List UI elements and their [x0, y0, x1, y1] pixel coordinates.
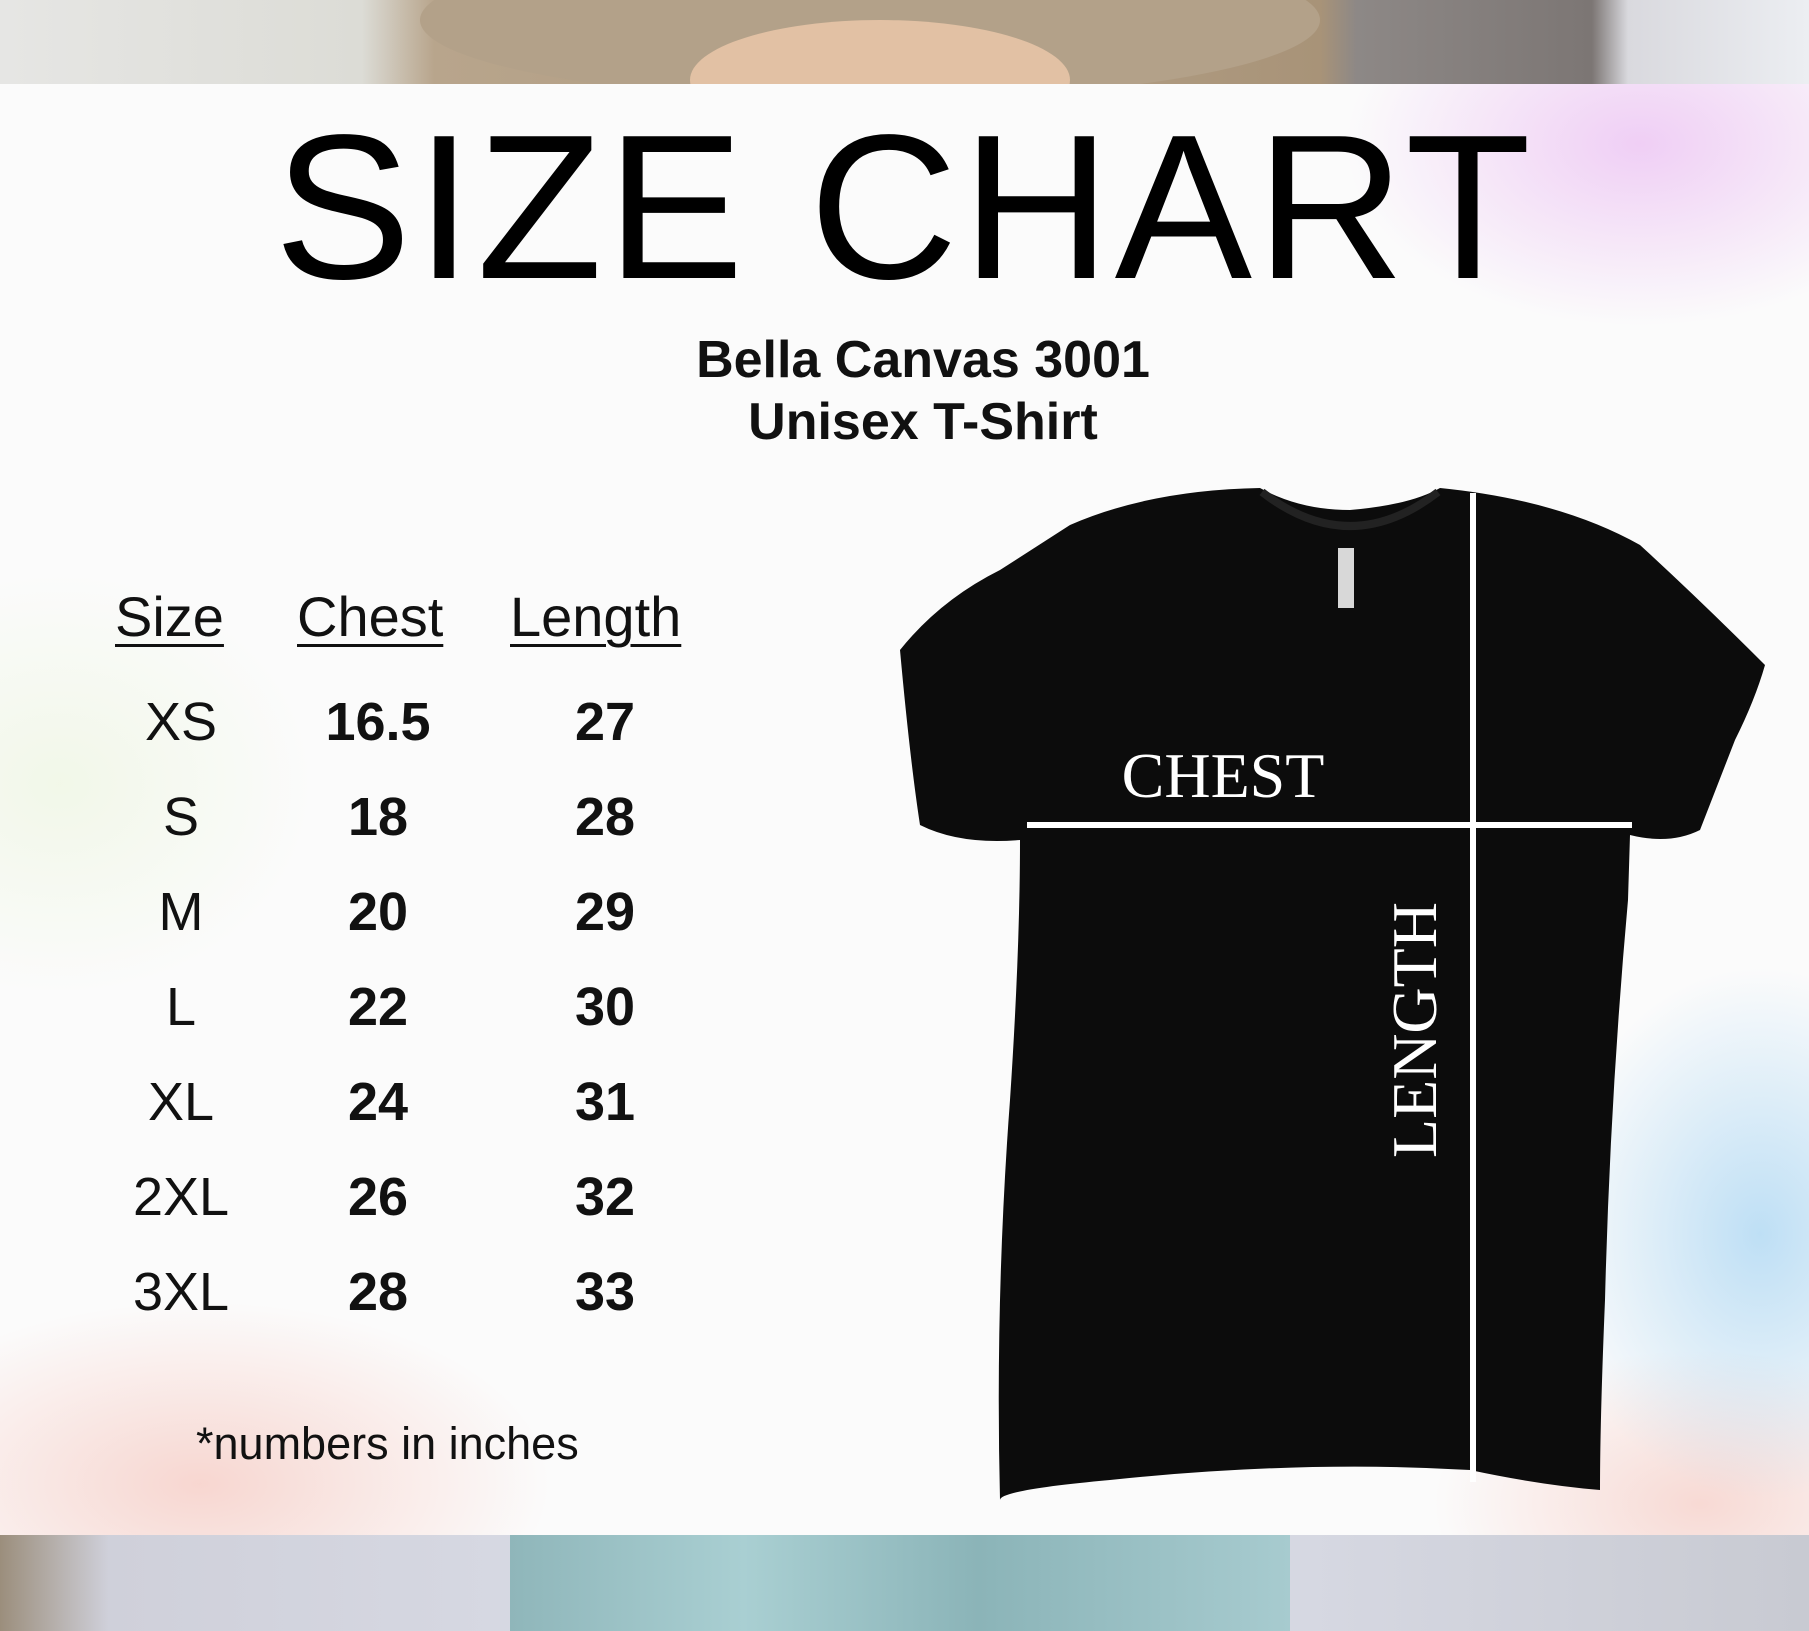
cell-length: 29	[574, 882, 636, 942]
header-size: Size	[115, 585, 224, 648]
cell-length: 28	[574, 787, 636, 847]
cell-length: 27	[574, 692, 636, 752]
cell-length: 30	[574, 977, 636, 1037]
cell-chest: 18	[347, 787, 409, 847]
cell-chest: 26	[347, 1167, 409, 1227]
cell-size: 2XL	[132, 1167, 230, 1227]
cell-chest: 20	[347, 882, 409, 942]
footnote: *numbers in inches	[196, 1418, 579, 1469]
header-chest: Chest	[297, 585, 444, 648]
cell-size: L	[165, 977, 197, 1037]
tshirt-shape	[900, 488, 1765, 1500]
cell-size: 3XL	[132, 1262, 230, 1322]
length-label: LENGTH	[1379, 902, 1450, 1158]
cell-length: 32	[574, 1167, 636, 1227]
chest-label: CHEST	[1122, 740, 1325, 811]
tshirt-label-tag	[1338, 548, 1354, 608]
cell-size: M	[158, 882, 204, 942]
product-name: Bella Canvas 3001	[696, 331, 1150, 389]
header-length: Length	[510, 585, 682, 648]
tshirt-collar	[1259, 488, 1441, 530]
cell-chest: 24	[347, 1072, 409, 1132]
cell-length: 33	[574, 1262, 636, 1322]
background-photo-top	[0, 0, 1809, 140]
product-type: Unisex T-Shirt	[748, 393, 1098, 451]
page-title: SIZE CHART	[274, 92, 1535, 322]
cell-size: XS	[144, 692, 218, 752]
cell-size: S	[162, 787, 200, 847]
jeans-shape	[510, 1535, 1290, 1631]
cell-size: XL	[147, 1072, 215, 1132]
cell-chest: 16.5	[325, 692, 431, 752]
cell-chest: 22	[347, 977, 409, 1037]
background-photo-bottom	[0, 1535, 1809, 1631]
cell-length: 31	[574, 1072, 636, 1132]
cell-chest: 28	[347, 1262, 409, 1322]
